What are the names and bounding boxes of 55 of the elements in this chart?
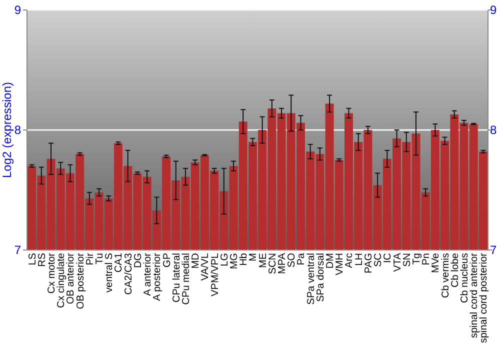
x-tick-label: SN: [402, 253, 413, 267]
x-tick-label: ventral S: [104, 252, 116, 292]
x-tick-label: DM: [325, 253, 336, 269]
x-tick-label: VA/VL: [200, 252, 212, 281]
x-tick-label: Cb lobe: [450, 252, 461, 288]
x-tick-label: SCN: [267, 253, 278, 274]
x-tick-label: Cb vermis: [440, 253, 452, 298]
x-tick-label: VMH: [334, 253, 346, 276]
x-tick-label: IC: [382, 253, 394, 263]
y2-tick-label: 7: [490, 243, 497, 258]
x-tick-label: A anterior: [142, 252, 154, 296]
x-tick-label: spinal cord posterior: [478, 252, 490, 344]
x-tick-label: LS: [27, 252, 38, 266]
x-tick-label: DG: [132, 252, 144, 268]
x-tick-label: Tu: [94, 253, 106, 264]
x-tick-label: MPA: [277, 252, 288, 274]
x-tick-label: SC: [373, 253, 384, 267]
x-tick-label: RS: [36, 252, 48, 267]
x-tick-label: CA2/CA3: [123, 252, 134, 295]
x-tick-label: OB anterior: [66, 252, 77, 304]
x-tick-label: Hb: [238, 252, 250, 266]
x-tick-label: Cx motor: [46, 252, 58, 294]
y-tick-label: 8: [14, 123, 22, 138]
y-tick-label: 9: [14, 3, 22, 18]
x-tick-label: Cx cingulate: [56, 252, 68, 308]
y-tick-label: 7: [14, 243, 22, 258]
x-tick-label: MD: [190, 253, 202, 269]
x-tick-label: Pir: [84, 252, 96, 266]
x-tick-label: MVe: [430, 252, 442, 274]
x-tick-label: M: [248, 253, 260, 262]
x-tick-label: VPM/VPL: [210, 252, 221, 296]
y2-tick-label: 8: [490, 123, 497, 138]
x-tick-label: spinal cord anterior: [469, 252, 480, 338]
x-tick-label: LH: [354, 253, 365, 266]
y-axis-title: Log2 (expression): [0, 82, 14, 178]
x-tick-label: Pn: [421, 253, 432, 266]
x-tick-label: Arc: [344, 253, 356, 268]
x-tick-label: SO: [286, 252, 298, 268]
x-tick-label: A posterior: [152, 252, 164, 301]
x-tick-label: VTA: [392, 252, 404, 272]
x-tick-label: CPu medial: [180, 253, 192, 305]
x-tick-label: ME: [258, 252, 269, 268]
x-tick-label: SPa ventral: [306, 253, 317, 305]
x-tick-label: SPa dorsal: [315, 253, 326, 302]
x-tick-label: Pa: [296, 252, 308, 266]
x-tick-label: OB posterior: [75, 252, 86, 310]
x-tick-label: GP: [162, 252, 173, 268]
x-tick-label: Tg: [411, 253, 422, 265]
x-tick-label: LG: [219, 252, 230, 266]
y2-tick-label: 9: [490, 3, 497, 18]
x-tick-label: CA1: [114, 252, 125, 272]
x-tick-label: CPu lateral: [171, 253, 182, 302]
x-tick-label: Cb nucleus: [459, 253, 470, 304]
x-tick-label: PAG: [363, 252, 374, 274]
x-tick-label: MG: [228, 252, 240, 270]
